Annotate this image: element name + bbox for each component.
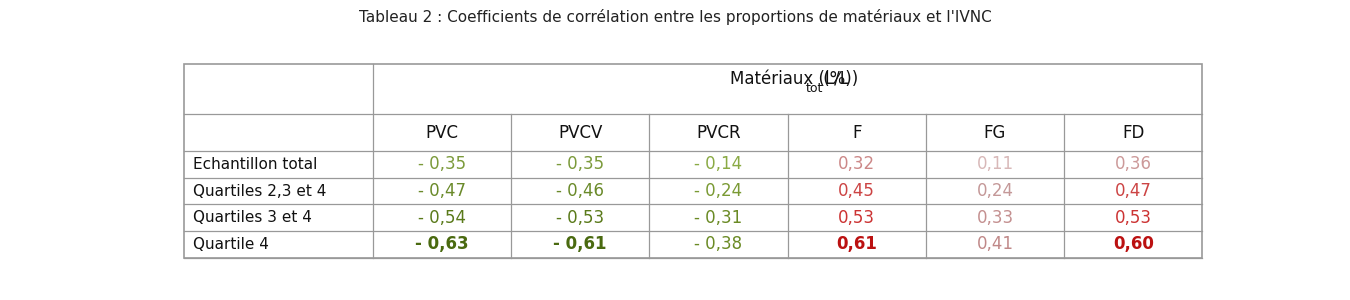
Text: - 0,53: - 0,53 <box>556 209 605 227</box>
Text: Echantillon total: Echantillon total <box>193 157 317 172</box>
Text: 0,53: 0,53 <box>1115 209 1152 227</box>
Text: - 0,35: - 0,35 <box>418 155 466 173</box>
Bar <box>185 64 1203 258</box>
Text: Quartiles 2,3 et 4: Quartiles 2,3 et 4 <box>193 184 327 199</box>
Text: Tableau 2 : Coefficients de corrélation entre les proportions de matériaux et l': Tableau 2 : Coefficients de corrélation … <box>359 9 991 25</box>
Text: tot: tot <box>806 82 824 95</box>
Text: - 0,46: - 0,46 <box>556 182 605 200</box>
Text: Quartiles 3 et 4: Quartiles 3 et 4 <box>193 210 312 225</box>
Text: - 0,38: - 0,38 <box>694 236 742 253</box>
Text: FD: FD <box>1122 124 1145 142</box>
Text: Quartile 4: Quartile 4 <box>193 237 269 252</box>
Text: - 0,24: - 0,24 <box>694 182 742 200</box>
Text: 0,24: 0,24 <box>976 182 1014 200</box>
Text: 0,11: 0,11 <box>976 155 1014 173</box>
Text: F: F <box>852 124 861 142</box>
Text: (%)): (%)) <box>818 70 859 88</box>
Text: 0,41: 0,41 <box>976 236 1014 253</box>
Text: FG: FG <box>984 124 1006 142</box>
Text: 0,53: 0,53 <box>838 209 875 227</box>
Text: 0,60: 0,60 <box>1112 236 1154 253</box>
Text: 0,32: 0,32 <box>838 155 875 173</box>
Text: - 0,61: - 0,61 <box>554 236 608 253</box>
Text: 0,61: 0,61 <box>836 236 878 253</box>
Text: - 0,47: - 0,47 <box>418 182 466 200</box>
Text: Matériaux (L/L: Matériaux (L/L <box>730 70 849 88</box>
Text: - 0,35: - 0,35 <box>556 155 605 173</box>
Text: 0,36: 0,36 <box>1115 155 1152 173</box>
Text: 0,47: 0,47 <box>1115 182 1152 200</box>
Text: - 0,54: - 0,54 <box>418 209 466 227</box>
Text: PVCV: PVCV <box>558 124 602 142</box>
Text: 0,33: 0,33 <box>976 209 1014 227</box>
Text: PVCR: PVCR <box>697 124 741 142</box>
Text: - 0,31: - 0,31 <box>694 209 742 227</box>
Text: PVC: PVC <box>425 124 459 142</box>
Text: - 0,14: - 0,14 <box>694 155 742 173</box>
Text: 0,45: 0,45 <box>838 182 875 200</box>
Text: - 0,63: - 0,63 <box>414 236 468 253</box>
